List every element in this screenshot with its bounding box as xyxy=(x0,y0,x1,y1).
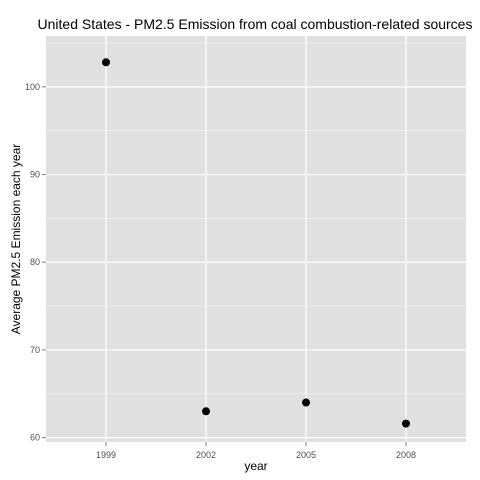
minor-gridlines xyxy=(46,42,466,395)
plot-panel xyxy=(46,36,466,442)
tick-label-y-100: 100 xyxy=(25,82,40,92)
data-point-1999 xyxy=(102,58,110,67)
tick-label-y-70: 70 xyxy=(30,345,40,355)
tick-label-x-2008: 2008 xyxy=(396,450,416,460)
axis-ticks xyxy=(42,86,407,446)
tick-label-y-90: 90 xyxy=(30,170,40,180)
data-point-2005 xyxy=(302,398,310,407)
major-gridlines xyxy=(46,36,466,442)
tick-label-y-80: 80 xyxy=(30,257,40,267)
tick-label-x-2002: 2002 xyxy=(196,450,216,460)
tick-label-x-1999: 1999 xyxy=(96,450,116,460)
data-point-2008 xyxy=(402,419,410,428)
y-axis-label: Average PM2.5 Emission each year xyxy=(9,144,23,335)
x-axis-label: year xyxy=(244,459,267,473)
data-point-2002 xyxy=(202,407,210,416)
tick-label-y-60: 60 xyxy=(30,433,40,443)
chart-title: United States - PM2.5 Emission from coal… xyxy=(38,16,473,32)
tick-label-x-2005: 2005 xyxy=(296,450,316,460)
data-points xyxy=(102,58,410,428)
tick-labels: 60 70 80 90 100 1999 2002 2005 2008 xyxy=(25,82,416,460)
